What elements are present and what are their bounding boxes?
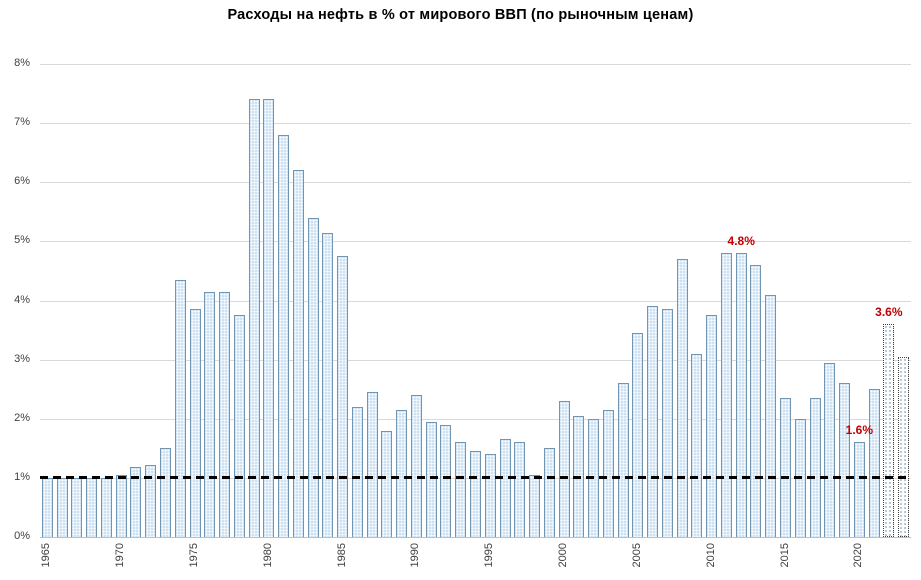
bar-2019 — [839, 383, 851, 537]
bar-2006 — [647, 306, 659, 537]
bar-1977 — [219, 291, 231, 537]
annotation-2012: 4.8% — [727, 234, 755, 249]
bar-2018 — [824, 362, 836, 537]
bar-2015 — [780, 398, 792, 537]
bar-1979 — [248, 99, 260, 537]
bar-1994 — [470, 451, 481, 537]
bar-1982 — [292, 170, 304, 537]
bar-1996 — [499, 439, 511, 537]
bar-2004 — [617, 383, 629, 537]
y-tick-0: 0% — [14, 530, 30, 542]
bar-1976 — [204, 291, 216, 537]
y-tick-3: 3% — [14, 352, 30, 365]
bar-1978 — [233, 315, 245, 537]
bar-1968 — [86, 477, 98, 537]
gridline-6 — [40, 182, 911, 184]
bar-1988 — [381, 430, 393, 537]
x-tick-2010: 2010 — [704, 543, 717, 568]
x-axis: 1965 1970 1975 1980 1985 1990 1995 2000 2005 2010… — [40, 538, 911, 578]
gridline-5 — [40, 241, 911, 243]
bar-2003 — [602, 409, 614, 537]
bar-1975 — [189, 309, 201, 537]
chart-title: Расходы на нефть в % от мирового ВВП (по… — [227, 7, 694, 23]
y-tick-8: 8% — [14, 57, 30, 69]
y-tick-7: 7% — [14, 116, 30, 129]
bar-1985 — [337, 256, 349, 537]
bar-1986 — [351, 406, 363, 537]
x-tick-1995: 1995 — [483, 543, 496, 568]
bar-2023 — [898, 356, 910, 537]
y-axis: 0% 1% 2% 3% 4% 5% 6% 7% 8% — [0, 57, 34, 542]
x-tick-1970: 1970 — [114, 543, 127, 568]
bar-1984 — [322, 232, 334, 537]
bar-1971 — [130, 467, 142, 537]
y-tick-2: 2% — [14, 411, 30, 424]
bar-1980 — [263, 99, 275, 537]
bar-1998 — [529, 474, 541, 537]
bar-1973 — [159, 448, 171, 537]
bar-2000 — [558, 401, 570, 537]
bar-1974 — [174, 279, 186, 537]
y-tick-4: 4% — [14, 293, 30, 306]
annotation-2022: 3.6% — [875, 305, 903, 320]
x-tick-1980: 1980 — [261, 543, 274, 568]
annotation-2020: 1.6% — [845, 423, 874, 438]
gridline-7 — [40, 123, 911, 125]
x-tick-1965: 1965 — [40, 543, 53, 568]
x-tick-2005: 2005 — [630, 543, 643, 568]
bar-2009 — [691, 353, 703, 537]
gridline-4 — [40, 300, 911, 302]
bar-2013 — [750, 265, 762, 537]
bar-1966 — [56, 477, 68, 537]
bar-2007 — [661, 309, 673, 537]
bar-1992 — [440, 424, 452, 537]
bar-1981 — [278, 134, 290, 537]
x-tick-1985: 1985 — [335, 543, 348, 568]
gridline-2 — [40, 418, 911, 420]
gridline-3 — [40, 359, 911, 361]
bar-2021 — [868, 389, 880, 537]
bar-2022 — [883, 324, 895, 537]
y-tick-5: 5% — [14, 234, 30, 247]
bar-1991 — [425, 421, 437, 537]
bar-2010 — [706, 315, 718, 537]
x-tick-2020: 2020 — [852, 543, 865, 568]
bar-2014 — [765, 294, 777, 537]
plot-area: 4.8% 1.6% 3.6% — [40, 64, 911, 538]
bar-2008 — [676, 259, 688, 537]
bar-1995 — [484, 454, 496, 537]
bar-1997 — [514, 442, 526, 537]
bar-1972 — [145, 464, 157, 537]
bar-1967 — [71, 477, 83, 537]
bar-2020 — [853, 442, 865, 537]
bar-1990 — [410, 395, 422, 537]
gridline-8 — [40, 64, 911, 65]
bar-2005 — [632, 333, 644, 537]
bar-2012 — [735, 253, 747, 537]
x-tick-1975: 1975 — [188, 543, 200, 568]
bar-1999 — [543, 448, 555, 537]
bar-1965 — [41, 477, 53, 537]
bar-1983 — [307, 217, 319, 537]
bar-1969 — [100, 477, 112, 537]
bar-2011 — [720, 253, 732, 537]
reference-line-1pct — [40, 476, 911, 479]
y-tick-6: 6% — [14, 175, 30, 188]
x-tick-1990: 1990 — [409, 543, 422, 568]
bar-1993 — [455, 442, 467, 537]
bar-2017 — [809, 398, 821, 537]
y-tick-1: 1% — [14, 470, 30, 483]
x-tick-2000: 2000 — [557, 543, 570, 568]
x-tick-2015: 2015 — [778, 543, 791, 568]
bar-1970 — [115, 474, 127, 537]
bar-1989 — [396, 409, 408, 537]
bar-1987 — [366, 392, 378, 537]
